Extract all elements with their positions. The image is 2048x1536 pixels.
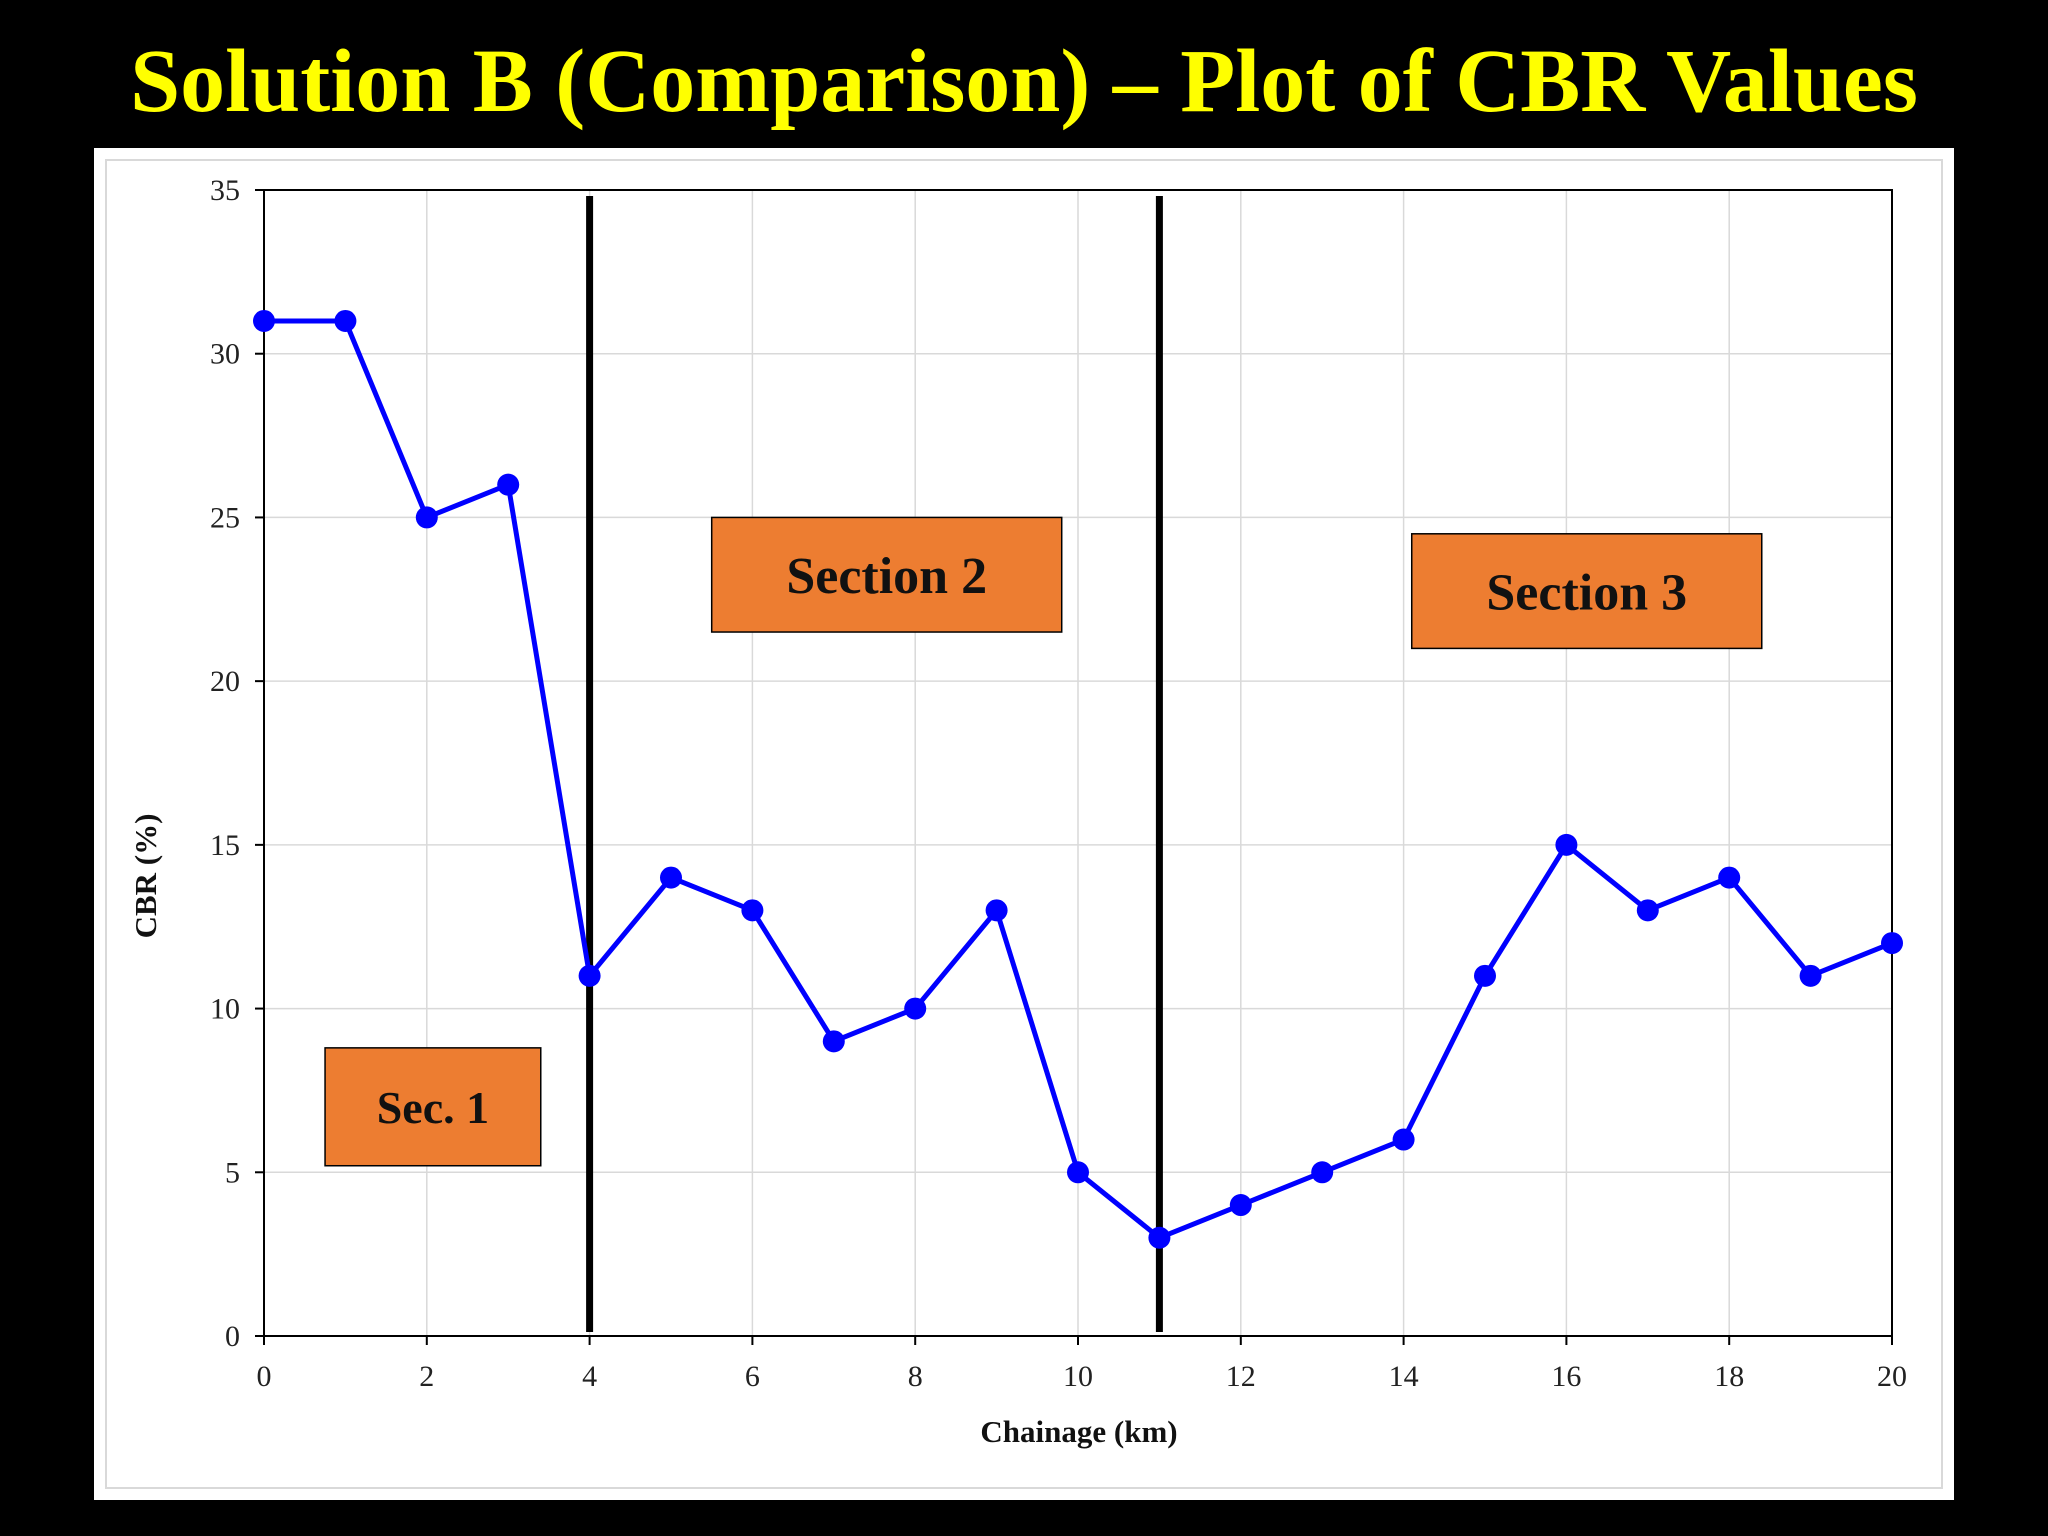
y-tick-label: 25 <box>210 501 240 534</box>
x-tick-label: 14 <box>1389 1360 1419 1393</box>
x-tick-label: 12 <box>1226 1360 1256 1393</box>
y-axis-title: CBR (%) <box>128 814 163 939</box>
data-point <box>253 309 275 332</box>
x-tick-label: 20 <box>1877 1360 1907 1393</box>
y-tick-label: 5 <box>225 1156 240 1189</box>
series-layer <box>253 309 1903 1249</box>
axes: 0 2 4 6 8 10 12 14 16 18 20 0 5 10 15 20 25 30 35 <box>210 174 1907 1393</box>
y-tick-label: 30 <box>210 338 240 371</box>
data-point <box>1881 932 1903 955</box>
x-tick-label: 16 <box>1551 1360 1581 1393</box>
x-tick-label: 18 <box>1714 1360 1744 1393</box>
x-tick-label: 8 <box>908 1360 923 1393</box>
data-point <box>578 964 601 987</box>
data-point <box>1148 1226 1171 1249</box>
data-point <box>1474 964 1496 987</box>
y-tick-label: 15 <box>210 829 240 862</box>
slide-title: Solution B (Comparison) – Plot of CBR Va… <box>130 32 1918 131</box>
x-tick-label: 0 <box>257 1360 272 1393</box>
data-point <box>741 899 764 922</box>
chart-area-border <box>105 159 1943 1489</box>
x-tick-label: 4 <box>582 1360 597 1393</box>
data-point <box>1392 1128 1415 1151</box>
data-point <box>985 899 1008 922</box>
x-tick-label: 2 <box>419 1360 434 1393</box>
data-point <box>1555 833 1578 856</box>
x-tick-label: 10 <box>1063 1360 1093 1393</box>
data-point <box>497 473 520 496</box>
section-labels: Sec. 1 Section 2 Section 3 <box>324 516 1763 1167</box>
y-tick-label: 35 <box>210 174 240 207</box>
y-tick-label: 10 <box>210 993 240 1026</box>
chart-panel: 0 2 4 6 8 10 12 14 16 18 20 0 5 10 15 20 25 30 35 Sec. 1 Se… <box>94 148 1954 1500</box>
section-label-box <box>710 516 1063 633</box>
section-label-box <box>1410 533 1763 650</box>
x-tick-label: 6 <box>745 1360 760 1393</box>
data-point <box>1718 866 1741 889</box>
y-tick-label: 0 <box>225 1320 240 1353</box>
data-point <box>660 866 682 889</box>
data-point <box>1229 1194 1252 1217</box>
section-label-text: Section 3 <box>1486 564 1687 621</box>
data-point <box>1067 1161 1089 1184</box>
section-label-box <box>324 1047 542 1167</box>
data-point <box>334 309 357 332</box>
data-point <box>1636 899 1659 922</box>
x-axis-title: Chainage (km) <box>980 1414 1177 1449</box>
data-point <box>415 506 438 529</box>
section-label-text: Section 2 <box>786 548 987 605</box>
data-point <box>1799 964 1822 987</box>
data-point <box>1311 1161 1334 1184</box>
data-point <box>822 1030 845 1053</box>
data-point <box>904 997 927 1020</box>
section-label-text: Sec. 1 <box>377 1082 489 1133</box>
y-tick-label: 20 <box>210 665 240 698</box>
section-dividers <box>586 196 1163 1332</box>
